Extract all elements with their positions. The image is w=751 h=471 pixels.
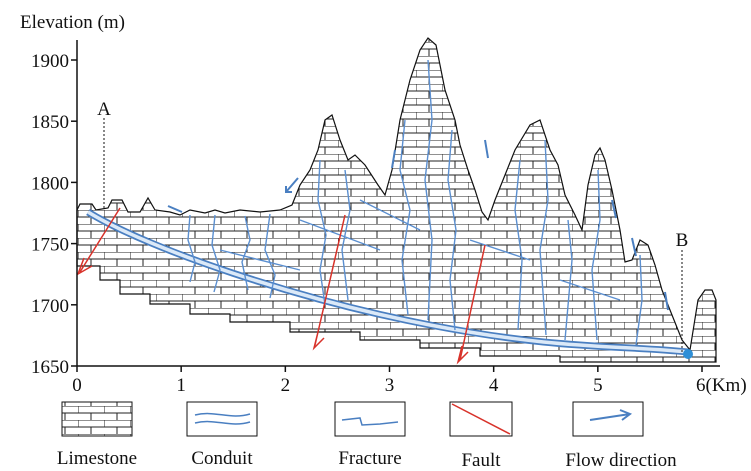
x-tick-label: 5 [593, 375, 603, 396]
y-axis-title: Elevation (m) [20, 12, 125, 33]
legend-label: Fracture [338, 448, 401, 469]
y-tick-label: 1850 [31, 112, 69, 133]
x-tick-label: 0 [72, 375, 82, 396]
faults [76, 207, 486, 365]
legend-label: Conduit [191, 448, 253, 469]
legend-label: Fault [461, 450, 501, 471]
limestone-body [76, 37, 717, 363]
x-tick-label: 6(Km) [696, 375, 747, 396]
x-tick-label: 1 [176, 375, 186, 396]
x-tick-label: 4 [489, 375, 499, 396]
flow-arrows [167, 139, 669, 311]
x-tick-label: 2 [281, 375, 291, 396]
y-tick-label: 1650 [31, 357, 69, 378]
y-tick-label: 1750 [31, 235, 69, 256]
point-label: A [97, 99, 111, 120]
legend-swatch [61, 401, 133, 437]
y-tick-label: 1800 [31, 173, 69, 194]
conduit [86, 209, 693, 359]
legend-label: Limestone [57, 448, 137, 469]
legend: Limestone Conduit Fracture Fault Flow di… [57, 401, 677, 471]
y-tick-label: 1900 [31, 51, 69, 72]
legend-swatch [572, 401, 644, 437]
point-label: B [676, 230, 689, 251]
x-tick-label: 3 [385, 375, 395, 396]
legend-label: Flow direction [565, 450, 677, 471]
legend-swatch [186, 401, 258, 437]
y-tick-label: 1700 [31, 296, 69, 317]
